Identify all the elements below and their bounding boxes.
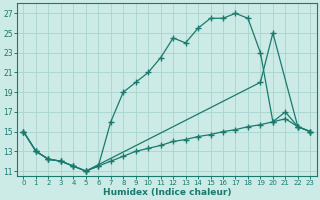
X-axis label: Humidex (Indice chaleur): Humidex (Indice chaleur): [103, 188, 231, 197]
